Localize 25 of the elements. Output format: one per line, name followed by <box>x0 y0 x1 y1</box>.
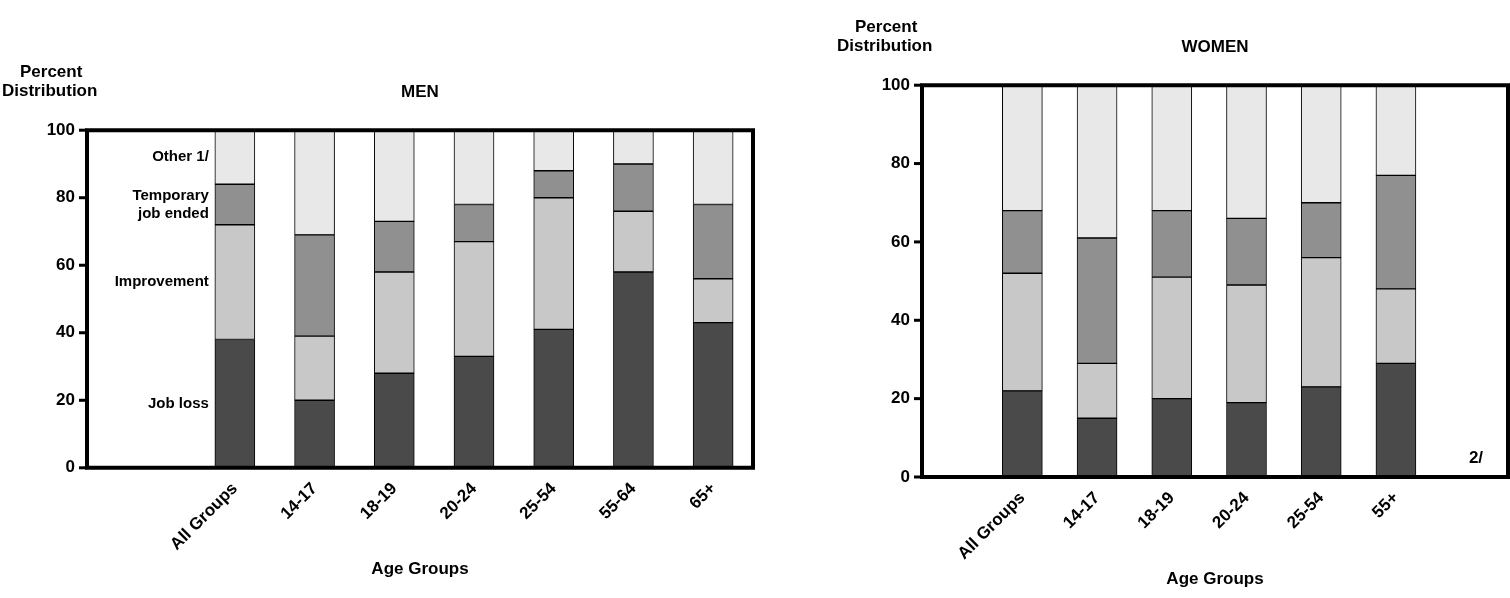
y-tick-label: 40 <box>56 322 75 342</box>
x-tick-label: 65+ <box>685 478 720 513</box>
y-tick-label: 0 <box>900 466 910 486</box>
y-tick-label: 60 <box>56 254 75 274</box>
series-label: Improvement <box>114 272 209 290</box>
y-tick-label: 20 <box>891 388 910 408</box>
y-tick-label: 80 <box>891 153 910 173</box>
y-tick-label: 100 <box>46 119 75 139</box>
x-axis-title: Age Groups <box>1166 568 1264 588</box>
y-tick-label: 0 <box>65 457 75 477</box>
y-tick-label: 20 <box>56 389 75 409</box>
y-axis-title: Percent Distribution <box>837 16 933 55</box>
series-label: Job loss <box>148 393 209 411</box>
y-tick-label: 80 <box>56 187 75 207</box>
x-axis-title: Age Groups <box>371 559 469 579</box>
series-label: Other 1/ <box>152 147 210 165</box>
chart-title: MEN <box>401 81 439 101</box>
y-tick-label: 40 <box>891 309 910 329</box>
y-tick-label: 60 <box>891 231 910 251</box>
x-tick-label: 55+ <box>1368 487 1403 522</box>
series-label: Temporary job ended <box>132 185 210 221</box>
y-axis-title: Percent Distribution <box>2 61 98 100</box>
annotation: 2/ <box>1468 448 1484 468</box>
chart-title: WOMEN <box>1181 36 1249 56</box>
y-tick-label: 100 <box>881 74 910 94</box>
